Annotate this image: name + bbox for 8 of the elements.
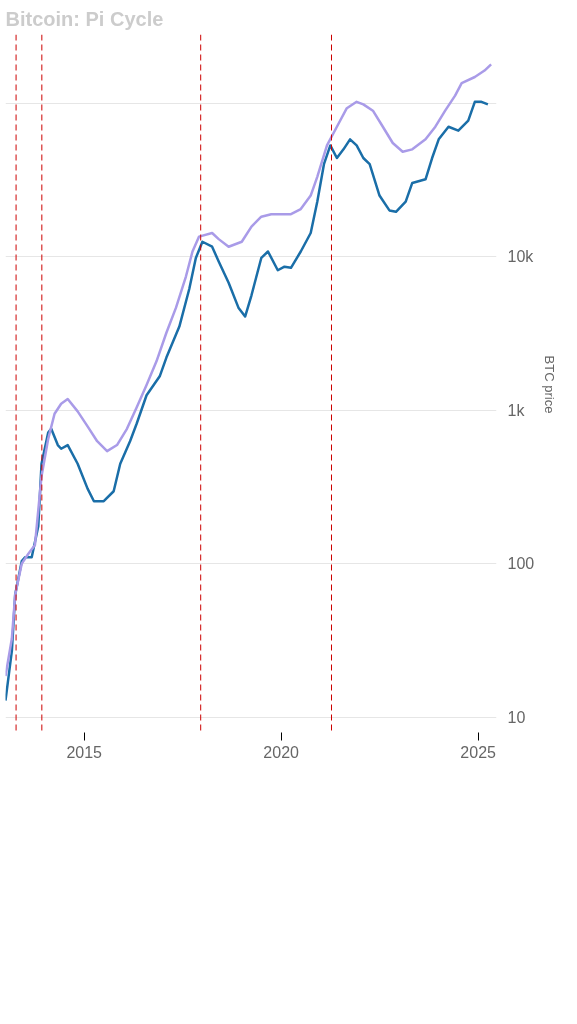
y-tick-label: 1k [507,401,526,419]
y-tick-label: 100 [507,555,535,573]
y-tick-label: 10k [507,248,535,266]
y-axis-title: BTC price [542,355,558,414]
y-tick-label: 10 [507,708,526,726]
x-tick-label: 2025 [460,743,497,761]
x-tick-label: 2020 [263,743,300,761]
x-tick-label: 2015 [66,743,103,761]
